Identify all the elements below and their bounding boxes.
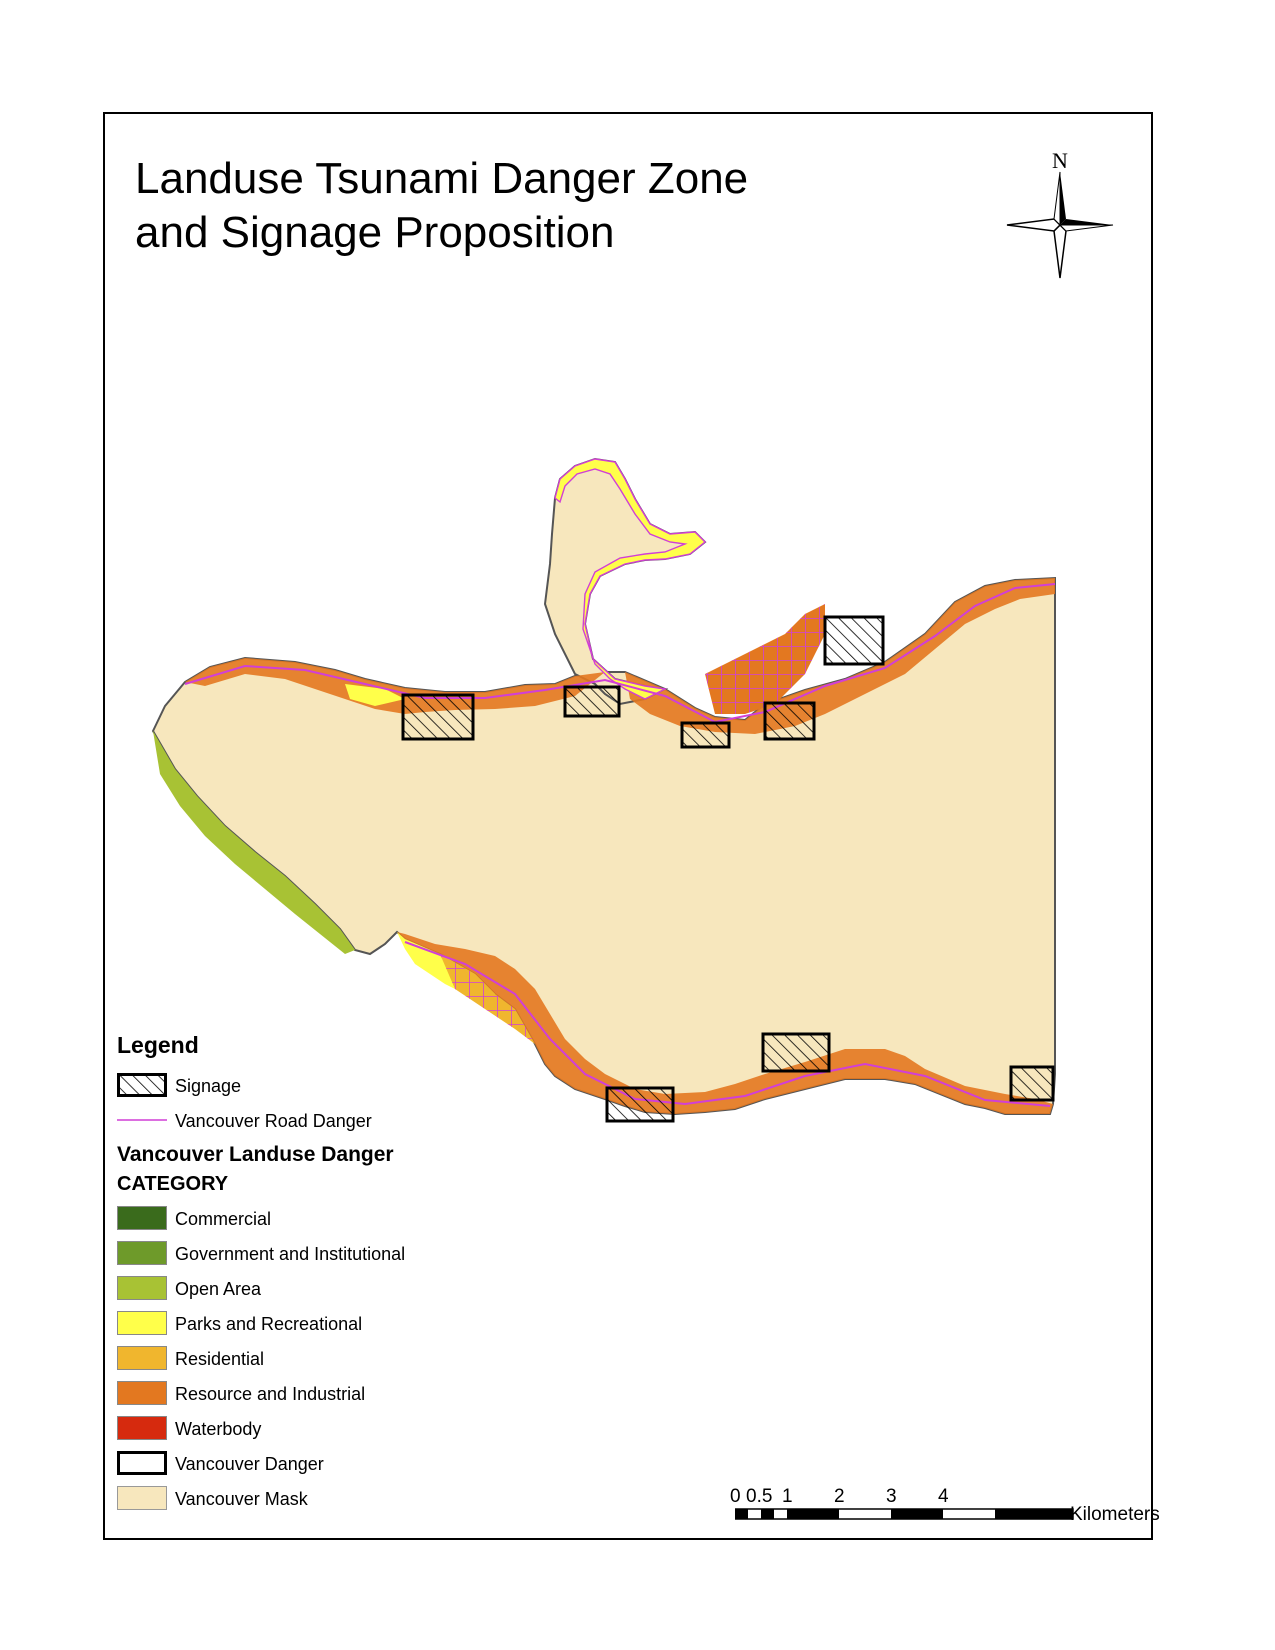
category-swatch [117, 1206, 167, 1230]
category-heading: CATEGORY [117, 1173, 229, 1195]
mask-swatch [117, 1486, 167, 1510]
vancouver-map [151, 457, 1056, 1123]
category-swatch [117, 1346, 167, 1370]
signage-box [563, 685, 621, 718]
mask-label: Vancouver Mask [175, 1489, 308, 1509]
category-label: Resource and Industrial [175, 1384, 366, 1404]
category-swatch [117, 1311, 167, 1335]
scale-tick-label: 1 [782, 1486, 793, 1507]
category-label: Waterbody [175, 1419, 262, 1439]
signage-label: Signage [175, 1076, 242, 1096]
scale-tick-label: 0 [730, 1486, 741, 1507]
category-label: Commercial [175, 1209, 272, 1229]
category-swatch [117, 1241, 167, 1265]
scale-bar: 0 0.5 1 2 3 4 Kilometers [730, 1486, 1160, 1531]
landuse-downtown [625, 578, 1055, 734]
legend-category-row: Waterbody [117, 1414, 537, 1449]
category-swatch [117, 1416, 167, 1440]
map-title-line1: Landuse Tsunami Danger Zone [135, 154, 749, 203]
legend: Legend Signage Vancouver Road Danger Van… [117, 1032, 537, 1519]
north-arrow: N [1006, 148, 1130, 279]
landuse-heading: Vancouver Landuse Danger [117, 1143, 394, 1166]
compass-star-icon [1006, 171, 1114, 279]
category-label: Residential [175, 1349, 265, 1369]
legend-category-row: Open Area [117, 1274, 537, 1309]
north-label: N [1052, 148, 1068, 173]
landuse-west-strip [153, 731, 355, 954]
category-label: Parks and Recreational [175, 1314, 363, 1334]
road-line-north [184, 583, 1056, 724]
signage-box [823, 615, 885, 666]
scale-tick-label: 2 [834, 1486, 845, 1507]
legend-danger-row: Vancouver Danger [117, 1449, 537, 1484]
map-title: Landuse Tsunami Danger Zone and Signage … [135, 152, 748, 260]
road-line-swatch [117, 1119, 167, 1121]
legend-heading: Legend [117, 1032, 199, 1058]
scale-tick-label: 4 [938, 1486, 949, 1507]
danger-swatch [117, 1451, 167, 1475]
road-grid-downtown [705, 604, 825, 714]
signage-box [1009, 1065, 1055, 1102]
signage-boxes [401, 615, 1055, 1123]
danger-label: Vancouver Danger [175, 1454, 324, 1474]
landuse-north-parks [345, 684, 405, 706]
category-list: Commercial Government and Institutional Op… [117, 1204, 537, 1449]
signage-box [763, 701, 816, 741]
category-swatch [117, 1381, 167, 1405]
category-swatch [117, 1276, 167, 1300]
signage-box [605, 1086, 675, 1123]
road-grid-south [440, 954, 535, 1044]
scale-bar-graphic [735, 1508, 1074, 1520]
landuse-north-band [185, 658, 605, 714]
map-layout-frame: Landuse Tsunami Danger Zone and Signage … [103, 112, 1160, 1540]
road-label: Vancouver Road Danger [175, 1111, 372, 1131]
category-label: Government and Institutional [175, 1244, 406, 1264]
legend-signage-row: Signage [117, 1071, 537, 1106]
scale-tick-label: 0.5 [746, 1486, 773, 1507]
legend-road-row: Vancouver Road Danger [117, 1106, 537, 1141]
signage-box [761, 1032, 831, 1073]
signage-box [401, 693, 475, 741]
road-line-south [404, 941, 1051, 1107]
landuse-stanley-rim [554, 458, 707, 700]
signage-swatch [117, 1073, 167, 1097]
map-title-line2: and Signage Proposition [135, 208, 615, 257]
signage-box [680, 721, 731, 749]
legend-category-row: Parks and Recreational [117, 1309, 537, 1344]
legend-mask-row: Vancouver Mask [117, 1484, 537, 1519]
legend-category-row: Government and Institutional [117, 1239, 537, 1274]
scale-tick-label: 3 [886, 1486, 897, 1507]
category-label: Open Area [175, 1279, 262, 1299]
legend-category-row: Resource and Industrial [117, 1379, 537, 1414]
legend-category-row: Commercial [117, 1204, 537, 1239]
legend-category-row: Residential [117, 1344, 537, 1379]
scale-unit: Kilometers [1070, 1504, 1160, 1525]
